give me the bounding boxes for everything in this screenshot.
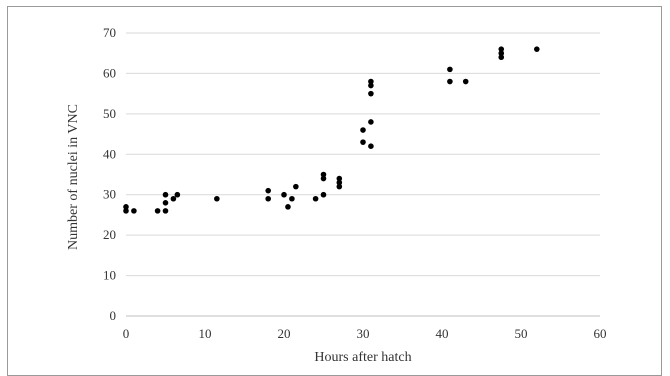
data-point (498, 50, 505, 57)
data-point (320, 171, 327, 178)
data-point (154, 208, 161, 214)
data-point (360, 139, 366, 145)
data-point (498, 54, 505, 61)
x-tick-label: 60 (594, 326, 607, 341)
x-tick-label: 40 (436, 326, 449, 341)
data-point (265, 195, 272, 202)
data-point (214, 195, 220, 202)
data-point (368, 78, 374, 85)
data-point (447, 66, 453, 73)
x-axis-ticks: 0 10 20 30 40 50 60 (123, 326, 607, 341)
data-point (131, 208, 137, 214)
data-point (336, 179, 343, 186)
y-tick-label: 40 (103, 146, 116, 161)
data-point (162, 208, 169, 214)
data-point (293, 183, 299, 190)
data-point (312, 195, 319, 202)
data-point (162, 200, 169, 206)
data-point (289, 195, 295, 202)
data-point (162, 191, 169, 198)
y-axis-title: Number of nuclei in VNC (66, 104, 81, 250)
x-tick-label: 50 (515, 326, 528, 341)
x-axis-title: Hours after hatch (314, 350, 411, 365)
data-point (174, 191, 181, 198)
data-point (360, 127, 366, 133)
y-tick-label: 70 (103, 25, 116, 40)
y-tick-label: 0 (110, 308, 117, 323)
y-tick-label: 50 (103, 106, 116, 121)
x-tick-label: 30 (357, 326, 370, 341)
data-point (281, 191, 287, 198)
y-tick-label: 20 (103, 227, 116, 242)
data-point (285, 204, 291, 210)
y-tick-label: 30 (103, 187, 116, 202)
x-tick-label: 20 (278, 326, 291, 341)
data-point (123, 208, 129, 214)
y-axis-ticks: 0 10 20 30 40 50 60 70 (103, 25, 116, 323)
data-point (320, 175, 327, 182)
data-point (336, 183, 343, 190)
data-point (462, 78, 469, 85)
data-point (368, 143, 374, 149)
x-tick-label: 10 (199, 326, 212, 341)
data-point (534, 46, 540, 52)
data-point (498, 46, 505, 52)
gridlines (126, 32, 600, 317)
data-point (320, 191, 327, 198)
data-point (170, 195, 177, 202)
data-points (123, 46, 540, 214)
y-tick-label: 60 (103, 65, 116, 80)
data-point (368, 119, 374, 125)
data-point (336, 175, 343, 182)
data-point (368, 90, 374, 97)
x-tick-label: 0 (123, 326, 130, 341)
y-tick-label: 10 (103, 268, 116, 283)
data-point (123, 204, 129, 210)
data-point (368, 82, 374, 89)
data-point (265, 187, 272, 194)
data-point (447, 78, 453, 85)
